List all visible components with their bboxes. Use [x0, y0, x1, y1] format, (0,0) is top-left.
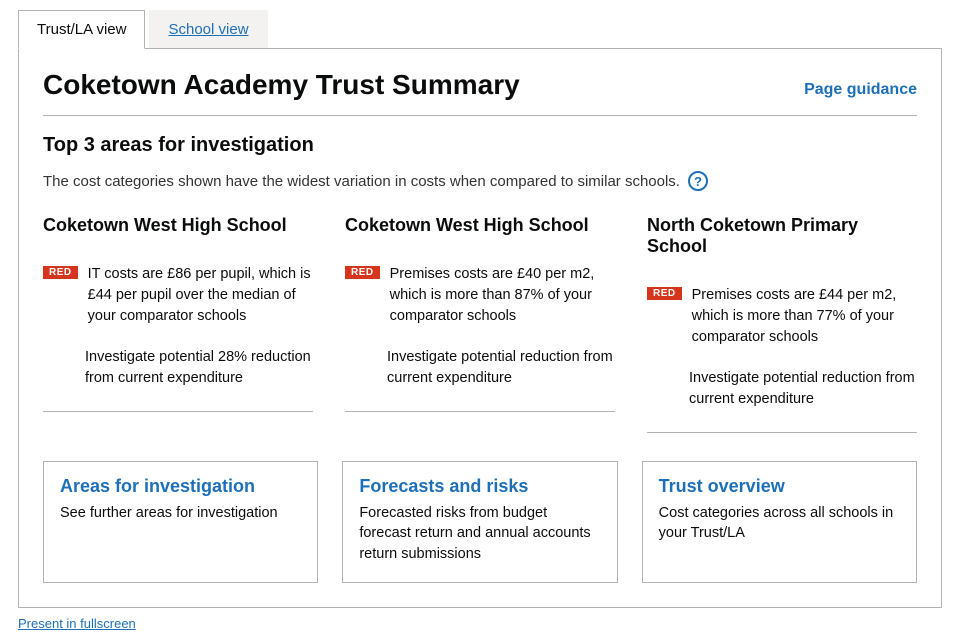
finding-action: Investigate potential reduction from cur…	[345, 347, 615, 389]
section-heading: Top 3 areas for investigation	[43, 134, 917, 157]
title-row: Coketown Academy Trust Summary Page guid…	[43, 69, 917, 116]
school-name: North Coketown Primary School	[647, 215, 917, 257]
finding-text: Premises costs are £40 per m2, which is …	[390, 264, 615, 327]
help-icon[interactable]: ?	[688, 171, 708, 191]
tabs-bar: Trust/LA view School view	[18, 10, 942, 49]
tab-trust-la-view[interactable]: Trust/LA view	[18, 10, 145, 49]
status-badge: RED	[647, 287, 682, 300]
card-title: Forecasts and risks	[359, 476, 600, 497]
page-guidance-link[interactable]: Page guidance	[804, 81, 917, 99]
page-title: Coketown Academy Trust Summary	[43, 69, 520, 101]
card-desc: See further areas for investigation	[60, 503, 301, 523]
finding-action: Investigate potential 28% reduction from…	[43, 347, 313, 389]
finding-block: RED Premises costs are £44 per m2, which…	[647, 285, 917, 433]
finding-action: Investigate potential reduction from cur…	[647, 368, 917, 410]
card-title: Areas for investigation	[60, 476, 301, 497]
card-areas-for-investigation[interactable]: Areas for investigation See further area…	[43, 461, 318, 583]
section-intro-text: The cost categories shown have the wides…	[43, 173, 680, 190]
finding-text: IT costs are £86 per pupil, which is £44…	[88, 264, 313, 327]
card-forecasts-and-risks[interactable]: Forecasts and risks Forecasted risks fro…	[342, 461, 617, 583]
card-desc: Forecasted risks from budget forecast re…	[359, 503, 600, 564]
finding-top: RED Premises costs are £40 per m2, which…	[345, 264, 615, 327]
investigation-columns: Coketown West High School RED IT costs a…	[43, 215, 917, 433]
tab-school-view[interactable]: School view	[149, 10, 267, 48]
finding-block: RED IT costs are £86 per pupil, which is…	[43, 264, 313, 412]
finding-top: RED IT costs are £86 per pupil, which is…	[43, 264, 313, 327]
school-name: Coketown West High School	[43, 215, 313, 236]
status-badge: RED	[43, 266, 78, 279]
section-intro-row: The cost categories shown have the wides…	[43, 171, 917, 191]
main-panel: Coketown Academy Trust Summary Page guid…	[18, 49, 942, 608]
school-name: Coketown West High School	[345, 215, 615, 236]
nav-cards: Areas for investigation See further area…	[43, 461, 917, 583]
investigation-column: Coketown West High School RED IT costs a…	[43, 215, 313, 433]
finding-block: RED Premises costs are £40 per m2, which…	[345, 264, 615, 412]
finding-top: RED Premises costs are £44 per m2, which…	[647, 285, 917, 348]
investigation-column: North Coketown Primary School RED Premis…	[647, 215, 917, 433]
investigation-column: Coketown West High School RED Premises c…	[345, 215, 615, 433]
card-trust-overview[interactable]: Trust overview Cost categories across al…	[642, 461, 917, 583]
present-fullscreen-link[interactable]: Present in fullscreen	[18, 616, 136, 631]
card-desc: Cost categories across all schools in yo…	[659, 503, 900, 544]
finding-text: Premises costs are £44 per m2, which is …	[692, 285, 917, 348]
status-badge: RED	[345, 266, 380, 279]
card-title: Trust overview	[659, 476, 900, 497]
